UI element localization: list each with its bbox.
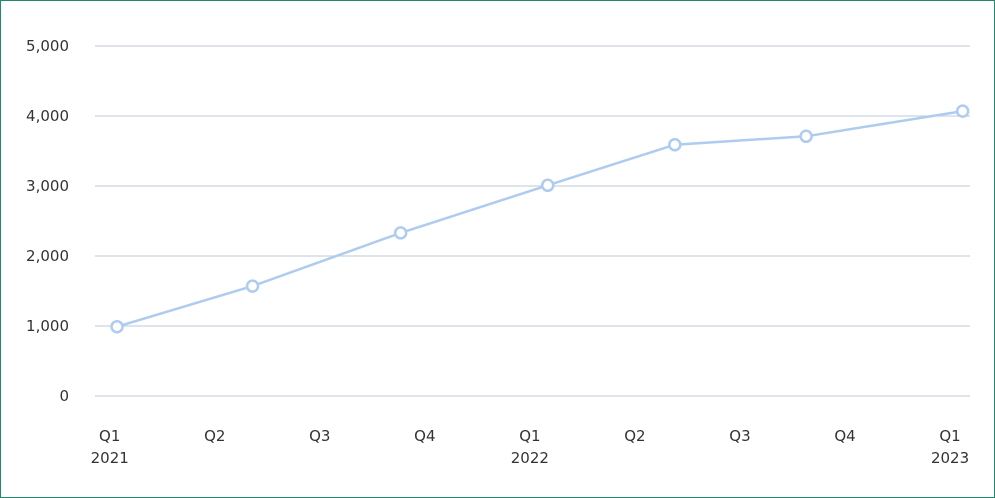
x-tick-label: Q1 2021 [91,427,129,467]
point [668,137,682,152]
point [799,129,813,144]
y-tick-label: 2,000 [26,247,69,265]
x-tick-label: Q2 [204,427,225,445]
point [540,178,555,193]
point [245,279,260,293]
y-tick-label: 4,000 [26,107,69,125]
x-tick-label: Q1 2022 [511,427,549,467]
x-tick-label: Q3 [729,427,750,445]
x-tick-label: Q4 [414,427,435,445]
x-tick-label: Q4 [834,427,855,445]
point [955,104,970,118]
point [393,226,408,240]
y-tick-label: 3,000 [26,177,69,195]
line [116,109,963,328]
x-tick-label: Q2 [624,427,645,445]
y-tick-label: 1,000 [26,317,69,335]
x-tick-label: Q3 [309,427,330,445]
x-tick-label: Q1 2023 [931,427,969,467]
y-tick-label: 0 [59,387,69,405]
point [110,319,124,334]
y-tick-label: 5,000 [26,37,69,55]
